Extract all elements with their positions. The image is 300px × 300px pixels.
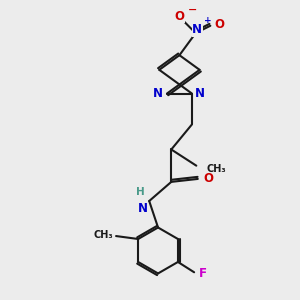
Text: H: H bbox=[136, 188, 145, 197]
Text: O: O bbox=[214, 18, 224, 31]
Text: N: N bbox=[138, 202, 148, 215]
Text: N: N bbox=[195, 87, 205, 100]
Text: CH₃: CH₃ bbox=[207, 164, 226, 174]
Text: O: O bbox=[174, 10, 184, 22]
Text: −: − bbox=[188, 5, 197, 15]
Text: N: N bbox=[192, 23, 202, 36]
Text: O: O bbox=[204, 172, 214, 185]
Text: CH₃: CH₃ bbox=[94, 230, 113, 240]
Text: F: F bbox=[199, 267, 206, 280]
Text: N: N bbox=[153, 87, 163, 100]
Text: +: + bbox=[204, 16, 212, 25]
